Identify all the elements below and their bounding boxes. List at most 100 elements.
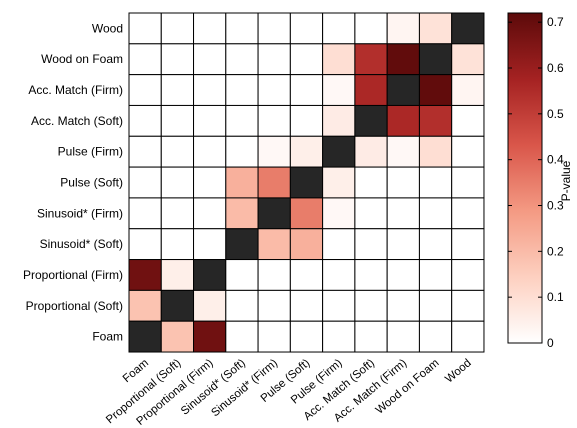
heatmap-cell xyxy=(354,12,388,45)
y-tick-label: Foam xyxy=(92,330,123,344)
heatmap-cell xyxy=(322,320,356,353)
heatmap-cell xyxy=(322,74,356,106)
heatmap-cell xyxy=(289,43,324,76)
heatmap-cell xyxy=(160,12,195,45)
heatmap-cell xyxy=(354,135,388,168)
heatmap-cell xyxy=(128,197,162,230)
heatmap-cell xyxy=(160,166,195,199)
y-tick-label: Acc. Match (Soft) xyxy=(31,114,123,128)
heatmap-cell xyxy=(386,74,420,106)
heatmap-cell xyxy=(451,12,485,45)
heatmap-cell xyxy=(128,320,162,353)
y-tick-label: Proportional (Firm) xyxy=(23,268,123,282)
heatmap-cell xyxy=(193,74,227,106)
heatmap-cell xyxy=(322,259,356,291)
heatmap-cell xyxy=(354,166,388,199)
heatmap-cell xyxy=(418,43,453,76)
heatmap-cell xyxy=(225,197,259,230)
heatmap-cell xyxy=(193,135,227,168)
heatmap-cell xyxy=(386,104,420,137)
x-tick-label: Wood xyxy=(443,357,474,385)
heatmap-cell xyxy=(193,197,227,230)
heatmap-cell xyxy=(160,289,195,322)
heatmap-cell xyxy=(193,104,227,137)
heatmap-cell xyxy=(225,104,259,137)
heatmap-cell xyxy=(289,197,324,230)
heatmap-cell xyxy=(257,74,291,106)
heatmap-cell xyxy=(386,12,420,45)
heatmap-cell xyxy=(451,228,485,261)
y-tick-label: Pulse (Firm) xyxy=(58,145,123,159)
heatmap-cell xyxy=(451,320,485,353)
heatmap-cell xyxy=(289,320,324,353)
heatmap-cell xyxy=(354,104,388,137)
heatmap-cell xyxy=(418,12,453,45)
heatmap-cell xyxy=(257,320,291,353)
heatmap-cells xyxy=(128,12,485,353)
y-tick-label: Pulse (Soft) xyxy=(60,176,123,190)
heatmap-cell xyxy=(128,259,162,291)
heatmap-cell xyxy=(225,43,259,76)
colorbar-tick-label: 0.6 xyxy=(547,61,564,75)
heatmap-cell xyxy=(160,197,195,230)
heatmap-cell xyxy=(128,289,162,322)
heatmap-cell xyxy=(386,259,420,291)
heatmap-cell xyxy=(257,135,291,168)
heatmap-cell xyxy=(289,289,324,322)
heatmap-cell xyxy=(289,12,324,45)
heatmap-cell xyxy=(128,104,162,137)
heatmap-cell xyxy=(257,12,291,45)
heatmap-cell xyxy=(451,104,485,137)
heatmap-cell xyxy=(225,289,259,322)
y-tick-labels: Wood Wood on Foam Acc. Match (Firm) Acc. Ma… xyxy=(23,21,123,343)
colorbar-tick-label: 0.2 xyxy=(547,244,564,258)
heatmap-cell xyxy=(418,259,453,291)
heatmap-cell xyxy=(354,289,388,322)
heatmap-cell xyxy=(451,197,485,230)
heatmap-cell xyxy=(386,320,420,353)
heatmap-cell xyxy=(225,228,259,261)
heatmap-cell xyxy=(128,43,162,76)
heatmap-cell xyxy=(354,228,388,261)
heatmap-cell xyxy=(128,228,162,261)
heatmap-cell xyxy=(289,135,324,168)
heatmap-cell xyxy=(386,197,420,230)
heatmap-cell xyxy=(418,104,453,137)
y-tick-label: Wood xyxy=(92,21,123,35)
heatmap-cell xyxy=(193,228,227,261)
colorbar-tick-label: 0 xyxy=(547,336,554,350)
colorbar-tick-label: 0.5 xyxy=(547,107,564,121)
heatmap-cell xyxy=(418,289,453,322)
heatmap-cell xyxy=(160,320,195,353)
heatmap-cell xyxy=(225,135,259,168)
heatmap-cell xyxy=(193,43,227,76)
heatmap-cell xyxy=(322,166,356,199)
heatmap-cell xyxy=(257,228,291,261)
heatmap-cell xyxy=(225,320,259,353)
heatmap-cell xyxy=(322,289,356,322)
heatmap-cell xyxy=(354,43,388,76)
heatmap-cell xyxy=(418,197,453,230)
heatmap-cell xyxy=(128,12,162,45)
heatmap-cell xyxy=(193,289,227,322)
heatmap-cell xyxy=(225,74,259,106)
heatmap-cell xyxy=(418,228,453,261)
heatmap-cell xyxy=(451,259,485,291)
heatmap-cell xyxy=(257,289,291,322)
heatmap-cell xyxy=(193,259,227,291)
heatmap-cell xyxy=(257,259,291,291)
heatmap-cell xyxy=(160,259,195,291)
heatmap-cell xyxy=(322,135,356,168)
heatmap-cell xyxy=(160,228,195,261)
colorbar-label: P-value xyxy=(559,160,573,201)
heatmap-cell xyxy=(322,104,356,137)
heatmap-cell xyxy=(193,320,227,353)
heatmap-cell xyxy=(257,104,291,137)
heatmap-cell xyxy=(225,12,259,45)
heatmap-cell xyxy=(354,320,388,353)
heatmap-cell xyxy=(160,135,195,168)
heatmap-cell xyxy=(160,104,195,137)
heatmap-cell xyxy=(160,43,195,76)
heatmap-cell xyxy=(386,135,420,168)
